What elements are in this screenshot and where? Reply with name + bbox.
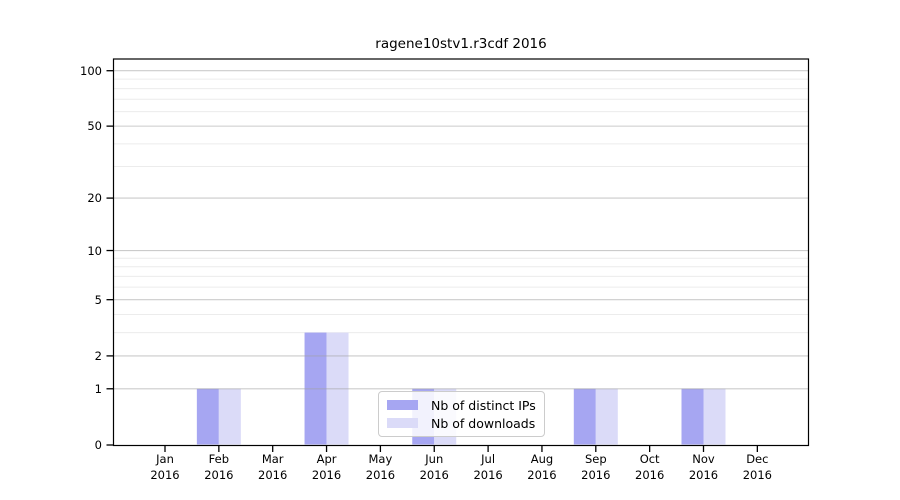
legend: Nb of distinct IPs Nb of downloads (378, 391, 545, 437)
y-tick-label: 10 (87, 243, 102, 258)
legend-label-downloads: Nb of downloads (431, 415, 536, 431)
y-tick-label: 100 (80, 63, 102, 78)
bar-downloads-Sep (595, 388, 618, 445)
legend-label-distinct-ips: Nb of distinct IPs (431, 397, 536, 413)
y-tick-label: 2 (94, 348, 102, 363)
x-tick-label: Sep 2016 (581, 452, 611, 482)
x-tick-label: Feb 2016 (204, 452, 234, 482)
y-tick-label: 50 (87, 119, 102, 134)
x-tick-label: Mar 2016 (258, 452, 288, 482)
y-tick-label: 0 (94, 438, 102, 452)
legend-item-downloads: Nb of downloads (387, 414, 536, 432)
bar-downloads-Feb (218, 388, 241, 445)
x-tick-label: Apr 2016 (311, 452, 342, 482)
x-tick-label: Jun 2016 (419, 452, 449, 482)
x-tick-label: Dec 2016 (742, 452, 772, 482)
chart-title: ragene10stv1.r3cdf 2016 (375, 36, 547, 52)
x-tick-label: Jul 2016 (473, 452, 503, 482)
bar-distinct-ips-Sep (573, 388, 596, 445)
y-tick-label: 20 (87, 191, 102, 206)
bar-distinct-ips-Feb (196, 388, 219, 445)
legend-item-distinct-ips: Nb of distinct IPs (387, 396, 536, 414)
x-tick-label: Aug 2016 (527, 452, 557, 482)
y-tick-label: 5 (94, 292, 102, 307)
x-tick-label: Oct 2016 (635, 452, 665, 482)
legend-swatch-downloads (387, 418, 418, 428)
x-tick-label: May 2016 (365, 452, 396, 482)
bar-downloads-Nov (703, 388, 726, 445)
x-tick-label: Nov 2016 (688, 452, 719, 482)
plot-frame (112, 58, 810, 447)
y-tick-label: 1 (94, 381, 102, 396)
bar-distinct-ips-Nov (681, 388, 704, 445)
legend-swatch-distinct-ips (387, 400, 418, 410)
x-tick-label: Jan 2016 (150, 452, 180, 482)
